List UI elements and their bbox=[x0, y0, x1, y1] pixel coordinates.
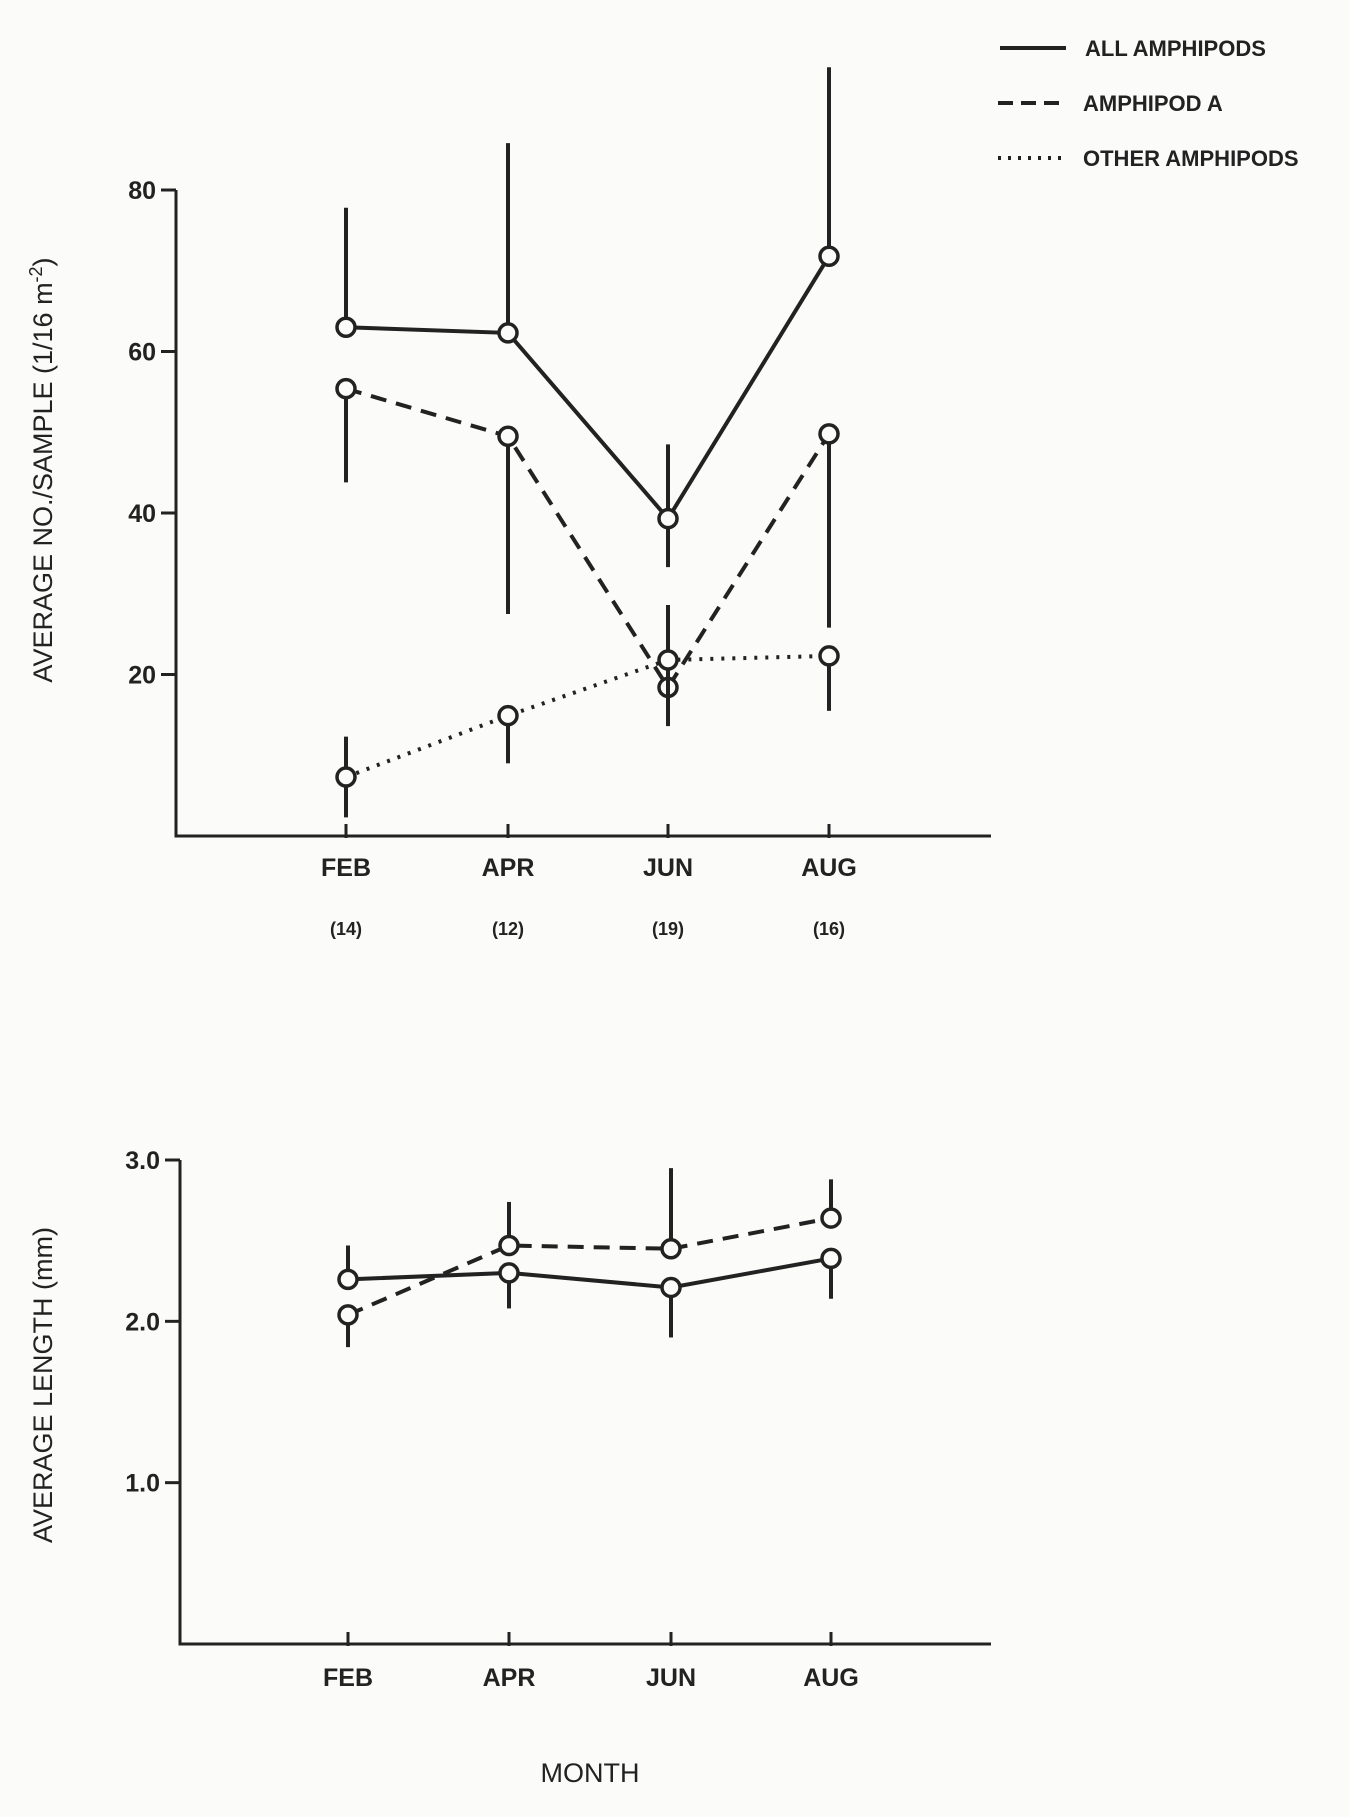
x-tick-label: JUN bbox=[643, 854, 693, 882]
data-point bbox=[335, 377, 357, 400]
abundance-y-axis-title-sup: -2 bbox=[26, 266, 46, 282]
abundance-y-axis-title-main: AVERAGE NO./SAMPLE (1/16 m bbox=[28, 282, 58, 682]
data-point bbox=[497, 704, 519, 727]
x-tick-label: AUG bbox=[801, 854, 857, 882]
series-line-dashed bbox=[347, 1216, 832, 1317]
legend-label-amphipod-a: AMPHIPOD A bbox=[1083, 91, 1223, 116]
x-tick-label: JUN bbox=[646, 1664, 696, 1692]
data-point bbox=[497, 425, 519, 448]
data-point bbox=[818, 645, 840, 667]
length-chart: AVERAGE LENGTH (mm) MONTH 1.0 2.0 3.0 FEB AP… bbox=[28, 1147, 991, 1788]
data-point bbox=[497, 322, 519, 344]
data-point bbox=[818, 423, 840, 445]
legend: ALL AMPHIPODS AMPHIPOD A OTHER AMPHIPODS bbox=[998, 36, 1299, 171]
legend-label-other-amphipods: OTHER AMPHIPODS bbox=[1083, 146, 1299, 171]
data-point bbox=[660, 1276, 682, 1299]
y-tick-label: 60 bbox=[128, 339, 156, 367]
x-tick-label: FEB bbox=[321, 854, 371, 882]
sample-count-label: (12) bbox=[492, 919, 524, 939]
data-point bbox=[818, 245, 840, 267]
data-point bbox=[498, 1262, 520, 1284]
series-line-solid bbox=[345, 255, 831, 523]
data-point bbox=[337, 1268, 359, 1291]
sample-count-label: (19) bbox=[652, 919, 684, 939]
abundance-y-axis-title-end: ) bbox=[28, 257, 58, 266]
sample-count-label: (14) bbox=[330, 919, 362, 939]
legend-label-all-amphipods: ALL AMPHIPODS bbox=[1085, 36, 1266, 61]
data-point bbox=[820, 1247, 842, 1270]
abundance-axes bbox=[174, 190, 991, 838]
data-point bbox=[657, 649, 679, 671]
x-tick-label: FEB bbox=[323, 1664, 373, 1692]
data-point bbox=[660, 1237, 682, 1260]
sample-count-label: (16) bbox=[813, 919, 845, 939]
abundance-y-axis-title: AVERAGE NO./SAMPLE (1/16 m-2) bbox=[26, 257, 58, 682]
data-point bbox=[820, 1207, 842, 1229]
series-line-dotted bbox=[345, 653, 830, 779]
abundance-chart: AVERAGE NO./SAMPLE (1/16 m-2) 20 40 60 80 FE… bbox=[26, 67, 991, 939]
y-tick-label: 3.0 bbox=[125, 1147, 160, 1175]
y-tick-label: 40 bbox=[128, 500, 156, 528]
x-tick-label: APR bbox=[482, 854, 535, 882]
y-tick-label: 1.0 bbox=[125, 1470, 160, 1498]
length-axes bbox=[178, 1160, 991, 1646]
data-point bbox=[337, 1304, 359, 1326]
data-point bbox=[498, 1234, 520, 1257]
y-tick-label: 20 bbox=[128, 662, 156, 690]
data-point bbox=[335, 766, 357, 788]
series-line-solid bbox=[347, 1256, 832, 1290]
x-tick-label: APR bbox=[483, 1664, 536, 1692]
length-y-axis-title: AVERAGE LENGTH (mm) bbox=[28, 1227, 58, 1543]
data-point bbox=[657, 507, 679, 530]
x-tick-label: AUG bbox=[803, 1664, 859, 1692]
y-tick-label: 2.0 bbox=[125, 1308, 160, 1336]
y-tick-label: 80 bbox=[128, 177, 156, 205]
series-line-dashed bbox=[345, 386, 831, 692]
data-point bbox=[335, 316, 357, 339]
x-axis-title: MONTH bbox=[541, 1758, 640, 1788]
